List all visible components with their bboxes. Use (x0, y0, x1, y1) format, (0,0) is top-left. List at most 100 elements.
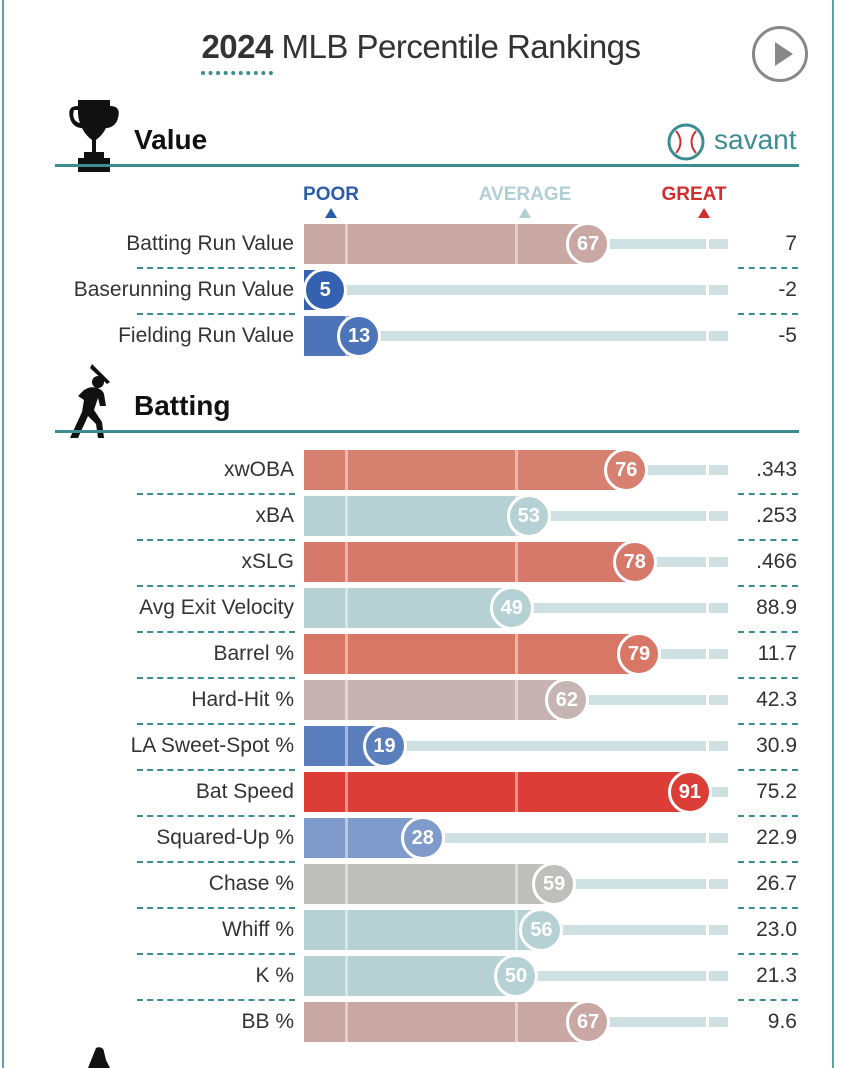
bar-reference-line (345, 910, 349, 950)
bar-reference-line (515, 680, 518, 720)
bar-reference-line (345, 634, 349, 674)
row-divider (137, 493, 295, 495)
track-tick (705, 695, 709, 705)
percentile-circle[interactable]: 67 (566, 222, 611, 266)
row-stat-value: 11.7 (757, 642, 797, 665)
percentile-circle[interactable]: 28 (400, 816, 445, 860)
scale-average-arrow (519, 208, 531, 218)
row-divider (738, 953, 798, 955)
track-tick (705, 239, 709, 249)
bar-reference-line (515, 542, 518, 582)
percentile-bar (304, 1002, 589, 1042)
percentile-bar (304, 542, 635, 582)
track-tick (705, 649, 709, 659)
title-text: MLB Percentile Rankings (272, 28, 642, 65)
row-label: Barrel % (213, 642, 294, 665)
bar-reference-line (345, 864, 349, 904)
row-divider (738, 999, 798, 1001)
row-divider (738, 769, 798, 771)
row-divider (137, 585, 295, 587)
percentile-bar (304, 450, 627, 490)
row-stat-value: .466 (756, 550, 797, 573)
percentile-circle[interactable]: 76 (604, 448, 649, 492)
bar-reference-line (345, 818, 349, 858)
percentile-bar (304, 956, 516, 996)
percentile-circle[interactable]: 79 (616, 632, 661, 676)
scale-average-label: AVERAGE (478, 184, 572, 205)
row-divider (137, 769, 295, 771)
section-divider-batting (55, 430, 799, 433)
section-title-value: Value (134, 124, 208, 155)
row-divider (738, 907, 798, 909)
row-label: Chase % (208, 872, 294, 895)
percentile-circle[interactable]: 91 (667, 770, 712, 814)
baseball-icon (667, 123, 705, 161)
track-tick (705, 741, 709, 751)
row-track (304, 331, 728, 341)
track-tick (705, 331, 709, 341)
batter-icon (70, 364, 110, 438)
row-divider (137, 953, 295, 955)
percentile-bar (304, 772, 690, 812)
row-label: BB % (241, 1010, 294, 1033)
page-title: 2024 MLB Percentile Rankings (0, 28, 842, 66)
play-button[interactable] (752, 26, 808, 82)
row-divider (738, 631, 798, 633)
row-label: xwOBA (223, 458, 294, 481)
trophy-icon (69, 100, 119, 172)
row-label: xSLG (241, 550, 294, 573)
row-track (304, 833, 728, 843)
scale-great-label: GREAT (661, 184, 727, 205)
section-title-batting: Batting (134, 390, 231, 421)
row-stat-value: 42.3 (756, 688, 797, 711)
percentile-circle[interactable]: 13 (337, 314, 382, 358)
section-divider-value (55, 164, 799, 167)
row-track (304, 741, 728, 751)
percentile-circle[interactable]: 59 (532, 862, 577, 906)
row-label: Whiff % (222, 918, 294, 941)
percentile-circle[interactable]: 53 (506, 494, 551, 538)
row-divider (738, 313, 798, 315)
percentile-bar (304, 680, 567, 720)
row-divider (738, 493, 798, 495)
row-divider (137, 999, 295, 1001)
percentile-circle[interactable]: 67 (566, 1000, 611, 1044)
track-tick (705, 971, 709, 981)
row-stat-value: 26.7 (756, 872, 797, 895)
bar-reference-line (345, 588, 349, 628)
bar-reference-line (345, 1002, 349, 1042)
bar-reference-line (515, 224, 518, 264)
bar-reference-line (515, 910, 518, 950)
row-stat-value: 9.6 (767, 1010, 797, 1033)
row-stat-value: -5 (778, 324, 797, 347)
row-divider (738, 267, 798, 269)
scale-poor-label: POOR (303, 184, 359, 205)
row-label: Batting Run Value (126, 232, 294, 255)
percentile-circle[interactable]: 19 (362, 724, 407, 768)
bar-reference-line (515, 450, 518, 490)
row-divider (738, 861, 798, 863)
row-stat-value: 21.3 (756, 964, 797, 987)
row-divider (137, 631, 295, 633)
row-label: LA Sweet-Spot % (130, 734, 294, 757)
percentile-circle[interactable]: 62 (544, 678, 589, 722)
row-stat-value: 23.0 (756, 918, 797, 941)
row-label: Fielding Run Value (118, 324, 294, 347)
row-divider (137, 815, 295, 817)
row-divider (137, 267, 295, 269)
percentile-bar (304, 910, 542, 950)
row-divider (137, 861, 295, 863)
bar-reference-line (515, 772, 518, 812)
bar-reference-line (515, 634, 518, 674)
percentile-circle[interactable]: 78 (612, 540, 657, 584)
percentile-circle[interactable]: 50 (494, 954, 538, 998)
percentile-circle[interactable]: 56 (519, 908, 564, 952)
track-tick (705, 833, 709, 843)
track-tick (705, 1017, 709, 1027)
percentile-circle[interactable]: 49 (489, 586, 534, 630)
scale-great-arrow (698, 208, 710, 218)
percentile-circle[interactable]: 5 (303, 268, 348, 312)
row-stat-value: .253 (756, 504, 797, 527)
percentile-bar (304, 496, 529, 536)
bar-reference-line (345, 542, 349, 582)
